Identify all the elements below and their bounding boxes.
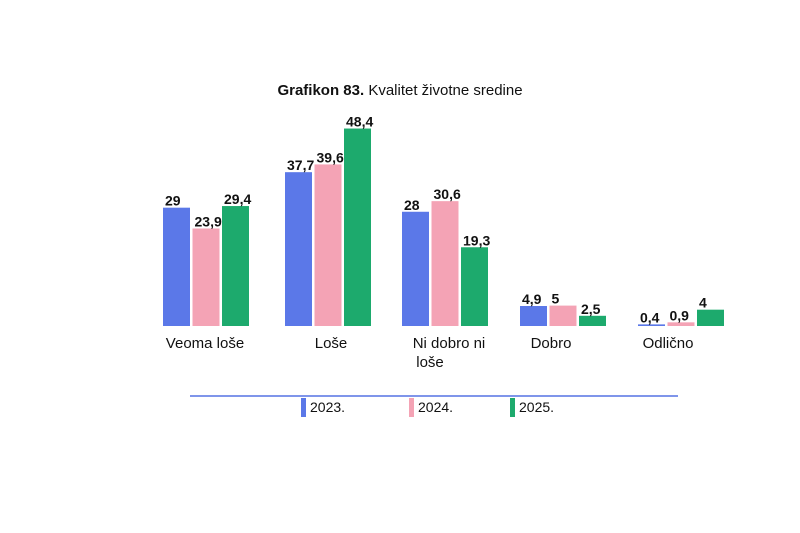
data-label: 29,4 bbox=[224, 191, 251, 207]
bar-2025-2 bbox=[461, 247, 488, 326]
legend-swatch-2023 bbox=[301, 398, 306, 417]
bar-2024-0 bbox=[192, 228, 220, 326]
legend-label-2023: 2023. bbox=[310, 399, 346, 415]
data-label: 30,6 bbox=[434, 186, 461, 202]
data-label: 28 bbox=[404, 197, 420, 213]
bar-2023-1 bbox=[285, 172, 312, 326]
data-label: 48,4 bbox=[346, 114, 373, 130]
bar-2025-0 bbox=[222, 206, 249, 326]
bar-2024-2 bbox=[431, 201, 459, 326]
bar-2025-4 bbox=[697, 309, 724, 326]
data-label: 2,5 bbox=[581, 301, 601, 317]
category-label: Ni dobro ni loše bbox=[413, 335, 486, 371]
bar-2023-2 bbox=[402, 211, 429, 326]
data-label: 37,7 bbox=[287, 157, 314, 173]
category-label: Odlično bbox=[643, 335, 694, 352]
legend-label-2025: 2025. bbox=[519, 399, 555, 415]
chart-title-text: Kvalitet životne sredine bbox=[368, 82, 523, 99]
chart-title: Grafikon 83. Kvalitet životne sredine bbox=[0, 82, 800, 99]
bar-2024-4 bbox=[667, 322, 695, 326]
data-label: 19,3 bbox=[463, 232, 490, 248]
category-label: Loše bbox=[315, 335, 348, 352]
data-label: 23,9 bbox=[195, 213, 222, 229]
legend-label-2024: 2024. bbox=[418, 399, 454, 415]
data-label: 29 bbox=[165, 193, 181, 209]
data-label: 5 bbox=[552, 291, 560, 307]
bar-2025-3 bbox=[579, 315, 606, 326]
legend: 2023. 2024. 2025. bbox=[0, 396, 800, 426]
data-label: 0,9 bbox=[670, 307, 690, 323]
chart-title-prefix: Grafikon 83. bbox=[277, 82, 365, 99]
bar-2025-1 bbox=[344, 128, 371, 326]
data-label: 39,6 bbox=[317, 149, 344, 165]
category-label: Veoma loše bbox=[166, 335, 244, 352]
data-label: 0,4 bbox=[640, 309, 660, 325]
bar-2023-3 bbox=[520, 306, 547, 326]
data-label: 4,9 bbox=[522, 291, 542, 307]
legend-swatch-2024 bbox=[409, 398, 414, 417]
bar-2023-4 bbox=[638, 324, 665, 326]
bar-2023-0 bbox=[163, 207, 190, 326]
legend-swatch-2025 bbox=[510, 398, 515, 417]
bar-2024-3 bbox=[549, 305, 577, 326]
category-label: Dobro bbox=[531, 335, 572, 352]
bar-2024-1 bbox=[314, 164, 342, 326]
data-label: 4 bbox=[699, 295, 707, 311]
